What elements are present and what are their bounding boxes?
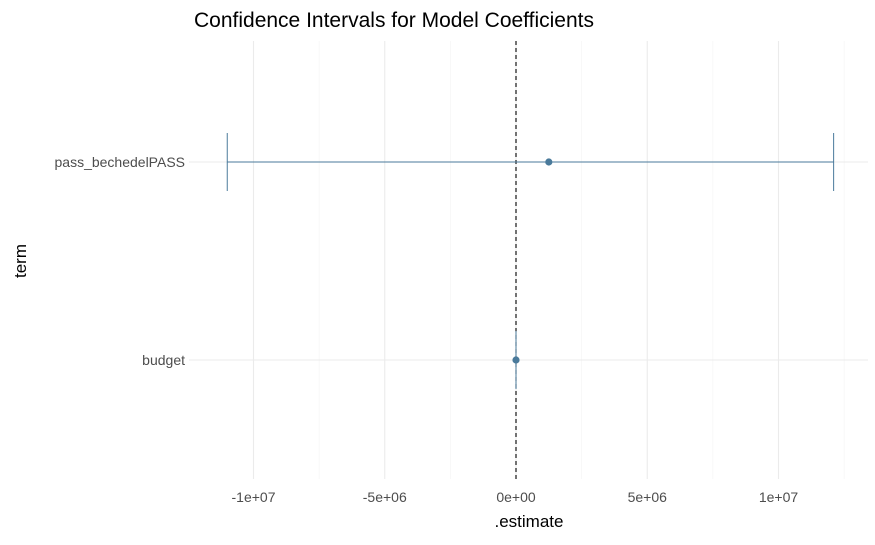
x-tick-label: -5e+06 bbox=[363, 489, 407, 505]
x-tick-label: -1e+07 bbox=[232, 489, 276, 505]
x-tick-label: 5e+06 bbox=[628, 489, 668, 505]
errorbar-group bbox=[226, 133, 835, 191]
y-tick-label: pass_bechedelPASS bbox=[55, 154, 186, 170]
x-tick-label: 1e+07 bbox=[759, 489, 799, 505]
x-tick-labels: -1e+07 -5e+06 0e+00 5e+06 1e+07 bbox=[232, 489, 799, 505]
estimate-point bbox=[545, 158, 553, 166]
x-axis-title: .estimate bbox=[495, 512, 564, 531]
grid-layer bbox=[189, 41, 868, 479]
x-tick-label: 0e+00 bbox=[496, 489, 536, 505]
marks-layer bbox=[226, 133, 835, 389]
chart-title: Confidence Intervals for Model Coefficie… bbox=[194, 9, 594, 32]
errorbar-group bbox=[512, 331, 520, 389]
estimate-point bbox=[512, 356, 520, 364]
y-tick-label: budget bbox=[142, 352, 185, 368]
y-axis-title: term bbox=[11, 244, 30, 278]
